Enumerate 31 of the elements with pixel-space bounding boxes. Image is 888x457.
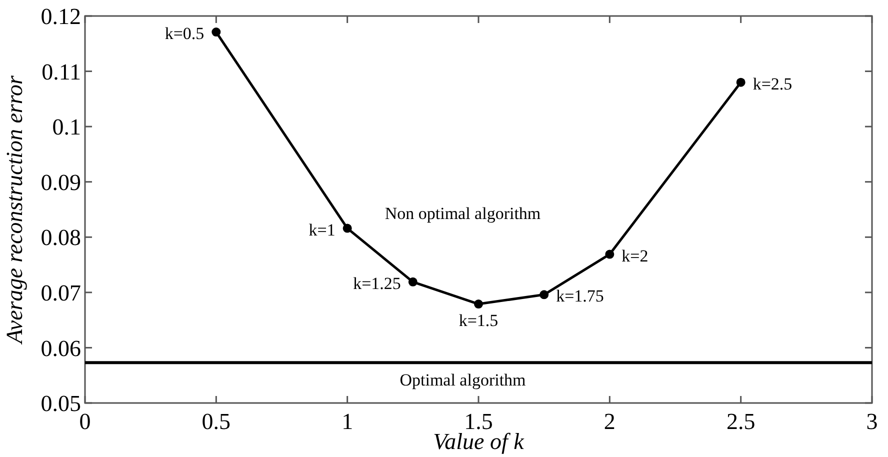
point xyxy=(408,277,418,286)
y-tick-label: 0.09 xyxy=(40,170,81,195)
y-tick-label: 0.07 xyxy=(40,280,81,306)
y-tick-label: 0.06 xyxy=(40,336,81,361)
point xyxy=(605,250,614,259)
point xyxy=(342,224,352,233)
annotation: k=2.5 xyxy=(752,74,792,94)
annotation: Non optimal algorithm xyxy=(384,204,541,224)
x-tick-label: 2 xyxy=(604,409,616,434)
y-tick-label: 0.11 xyxy=(42,59,81,84)
annotation: k=0.5 xyxy=(164,24,204,44)
y-tick-label: 0.1 xyxy=(52,114,81,140)
annotation: k=1.25 xyxy=(353,274,401,293)
y-tick-label: 0.12 xyxy=(40,4,81,30)
point xyxy=(474,300,483,309)
x-tick-label: 3 xyxy=(866,409,878,434)
annotation: k=1.5 xyxy=(458,311,498,330)
x-tick-label: 0 xyxy=(79,409,91,434)
annotation: k=1.75 xyxy=(556,286,604,306)
x-tick-label: 1 xyxy=(342,409,354,434)
point xyxy=(540,290,549,300)
ref-line-label: Optimal algorithm xyxy=(400,370,526,390)
y-tick-label: 0.05 xyxy=(40,391,81,416)
y-tick-label: 0.08 xyxy=(40,225,81,250)
point xyxy=(212,28,221,37)
y-axis-title: Average reconstruction error xyxy=(2,74,27,346)
x-tick-label: 0.5 xyxy=(202,409,231,434)
point xyxy=(736,78,746,87)
annotation: k=1 xyxy=(308,220,336,240)
annotation: k=2 xyxy=(622,246,648,266)
x-tick-label: 2.5 xyxy=(726,409,756,434)
